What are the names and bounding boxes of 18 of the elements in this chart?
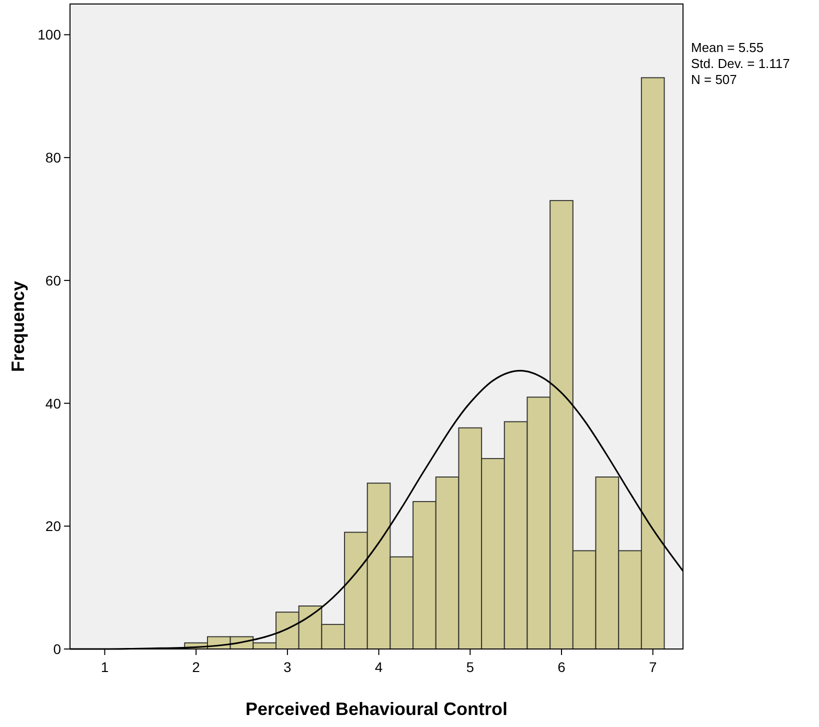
x-tick-label: 5 (466, 659, 474, 675)
y-tick-label: 60 (45, 272, 62, 288)
y-tick-label: 40 (45, 395, 62, 412)
y-tick-label: 20 (45, 518, 62, 534)
x-tick-label: 2 (192, 659, 200, 675)
x-tick-label: 6 (558, 659, 566, 675)
text: N = 507 (691, 72, 737, 87)
x-axis-title: Perceived Behavioural Control (245, 699, 508, 719)
y-tick-label: 0 (53, 641, 62, 657)
y-axis-title: Frequency (8, 280, 28, 372)
x-tick-label: 7 (648, 659, 657, 675)
x-tick-label: 3 (284, 659, 292, 675)
x-tick-label: 1 (100, 659, 109, 675)
y-tick-label: 80 (45, 150, 62, 166)
text: Mean = 5.55 (691, 40, 764, 55)
text: Std. Dev. = 1.117 (691, 56, 790, 71)
y-tick-label: 100 (38, 26, 62, 43)
x-tick-label: 4 (374, 659, 383, 675)
